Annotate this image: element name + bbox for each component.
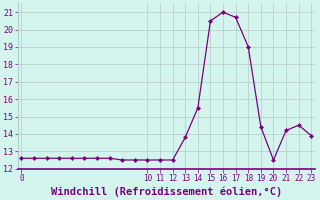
X-axis label: Windchill (Refroidissement éolien,°C): Windchill (Refroidissement éolien,°C) <box>51 186 282 197</box>
